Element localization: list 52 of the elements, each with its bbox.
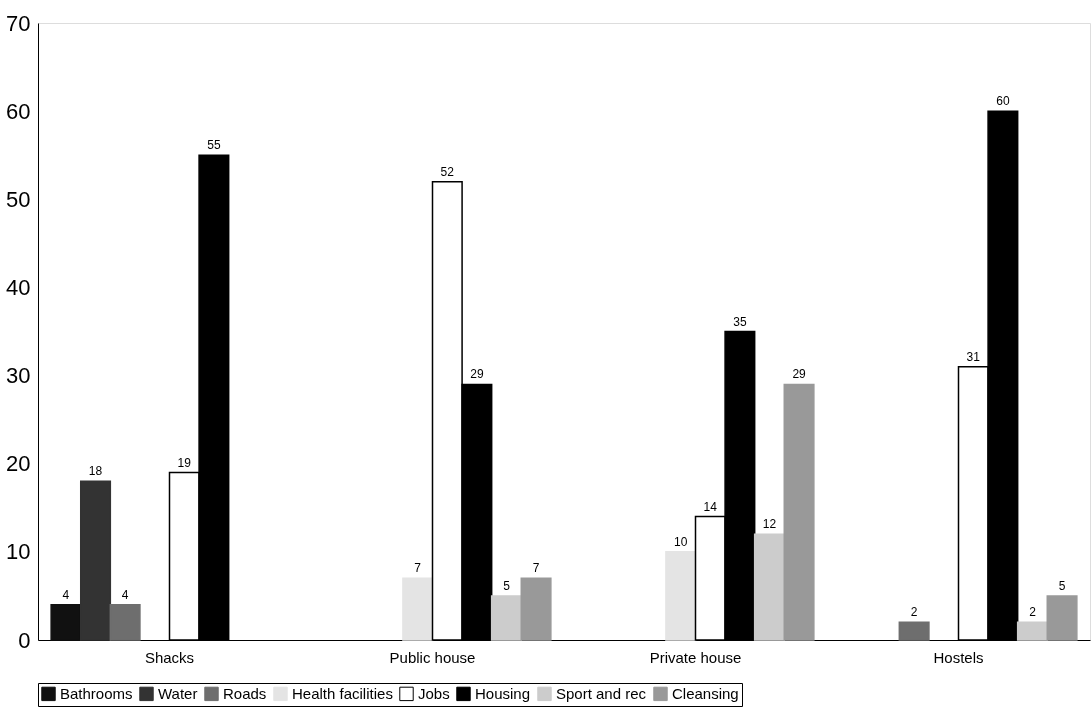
data-label: 29 bbox=[470, 367, 484, 382]
x-tick-label: Public house bbox=[389, 648, 476, 666]
legend-label: Roads bbox=[223, 684, 267, 702]
bar bbox=[753, 533, 786, 641]
data-label: 29 bbox=[792, 367, 807, 382]
data-label: 5 bbox=[1058, 578, 1066, 593]
data-label: 55 bbox=[207, 138, 221, 153]
legend-label: Sport and rec bbox=[556, 684, 647, 702]
bar bbox=[898, 621, 930, 641]
y-tick-label: 0 bbox=[18, 627, 31, 653]
data-label: 5 bbox=[503, 578, 511, 593]
legend-label: Water bbox=[158, 684, 198, 702]
data-label: 7 bbox=[532, 561, 540, 576]
bar bbox=[50, 603, 82, 641]
legend-label: Cleansing bbox=[672, 684, 739, 702]
bar bbox=[1016, 621, 1049, 641]
data-label: 12 bbox=[762, 517, 777, 532]
bar bbox=[1046, 595, 1078, 641]
y-tick-label: 10 bbox=[6, 539, 31, 565]
data-label: 4 bbox=[62, 587, 70, 602]
bar bbox=[402, 577, 434, 641]
y-tick-label: 40 bbox=[6, 274, 31, 300]
x-tick-label: Private house bbox=[649, 648, 742, 666]
y-tick-label: 20 bbox=[6, 451, 31, 477]
data-label: 4 bbox=[121, 587, 129, 602]
legend-label: Jobs bbox=[418, 684, 450, 702]
y-tick-label: 30 bbox=[6, 363, 31, 389]
x-tick-label: Hostels bbox=[933, 648, 984, 666]
y-tick-label: 50 bbox=[6, 186, 31, 212]
y-tick-label: 70 bbox=[6, 10, 31, 36]
data-label: 35 bbox=[733, 314, 747, 329]
legend-label: Bathrooms bbox=[60, 684, 133, 702]
legend-label: Housing bbox=[475, 684, 531, 702]
bar bbox=[79, 480, 112, 641]
data-label: 14 bbox=[703, 499, 718, 514]
data-label: 10 bbox=[674, 534, 688, 549]
data-label: 18 bbox=[88, 464, 103, 479]
bar bbox=[520, 577, 552, 641]
data-label: 2 bbox=[1029, 605, 1037, 620]
bar bbox=[783, 383, 815, 641]
data-label: 60 bbox=[996, 94, 1010, 109]
y-tick-label: 60 bbox=[6, 98, 31, 124]
x-tick-label: Shacks bbox=[144, 648, 195, 666]
data-label: 2 bbox=[910, 605, 918, 620]
data-label: 31 bbox=[966, 349, 981, 364]
bar bbox=[490, 595, 523, 641]
bar bbox=[665, 551, 697, 641]
bar bbox=[109, 603, 141, 641]
data-label: 19 bbox=[177, 455, 192, 470]
legend-label: Health facilities bbox=[292, 684, 393, 702]
data-label: 7 bbox=[414, 561, 422, 576]
data-label: 52 bbox=[440, 164, 455, 179]
